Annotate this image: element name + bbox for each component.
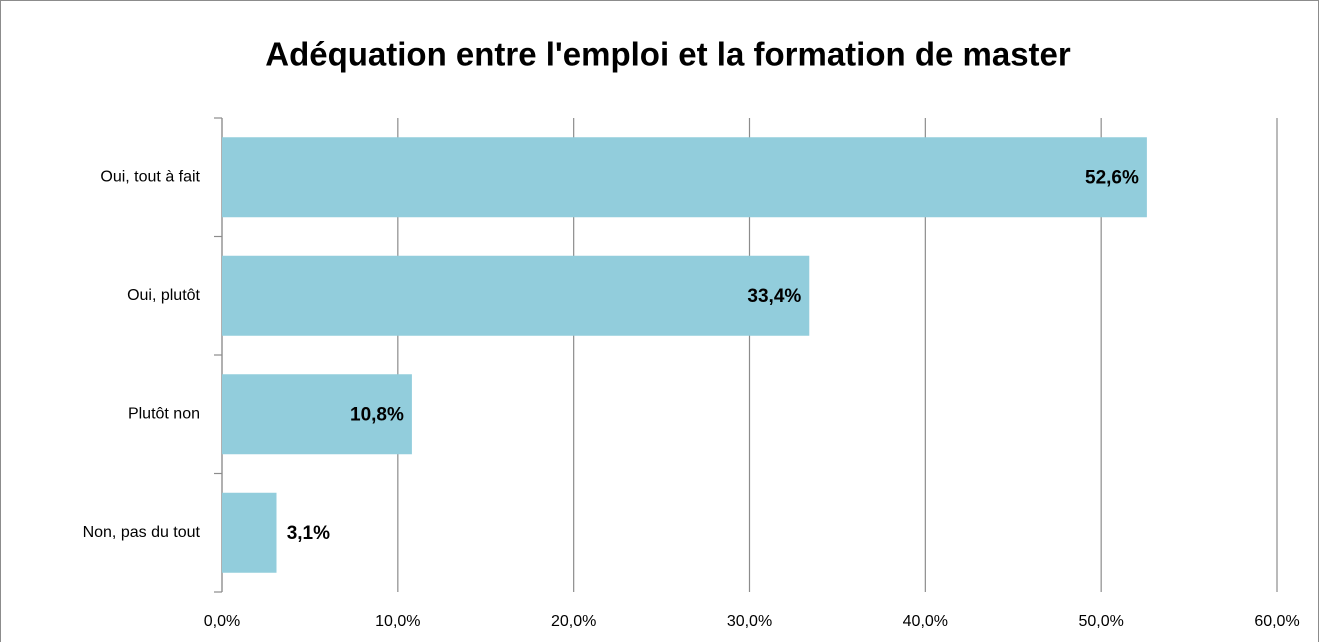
value-label: 3,1% bbox=[287, 523, 330, 544]
bar bbox=[222, 255, 810, 336]
x-tick-label: 30,0% bbox=[727, 613, 772, 630]
y-tick-label: Oui, tout à fait bbox=[100, 168, 200, 185]
chart-title: Adéquation entre l'emploi et la formatio… bbox=[265, 36, 1071, 73]
value-label: 10,8% bbox=[350, 404, 404, 425]
x-tick-label: 60,0% bbox=[1254, 613, 1299, 630]
x-tick-label: 10,0% bbox=[375, 613, 420, 630]
bar bbox=[222, 374, 412, 455]
x-tick-label: 20,0% bbox=[551, 613, 596, 630]
x-tick-label: 40,0% bbox=[903, 613, 948, 630]
bar bbox=[222, 492, 277, 573]
value-label: 52,6% bbox=[1085, 167, 1139, 188]
value-label: 33,4% bbox=[747, 286, 801, 307]
y-tick-label: Oui, plutôt bbox=[127, 287, 200, 304]
x-tick-label: 50,0% bbox=[1078, 613, 1123, 630]
x-tick-label: 0,0% bbox=[204, 613, 240, 630]
y-tick-label: Plutôt non bbox=[128, 405, 200, 422]
bar bbox=[222, 137, 1147, 218]
y-tick-label: Non, pas du tout bbox=[83, 524, 201, 541]
